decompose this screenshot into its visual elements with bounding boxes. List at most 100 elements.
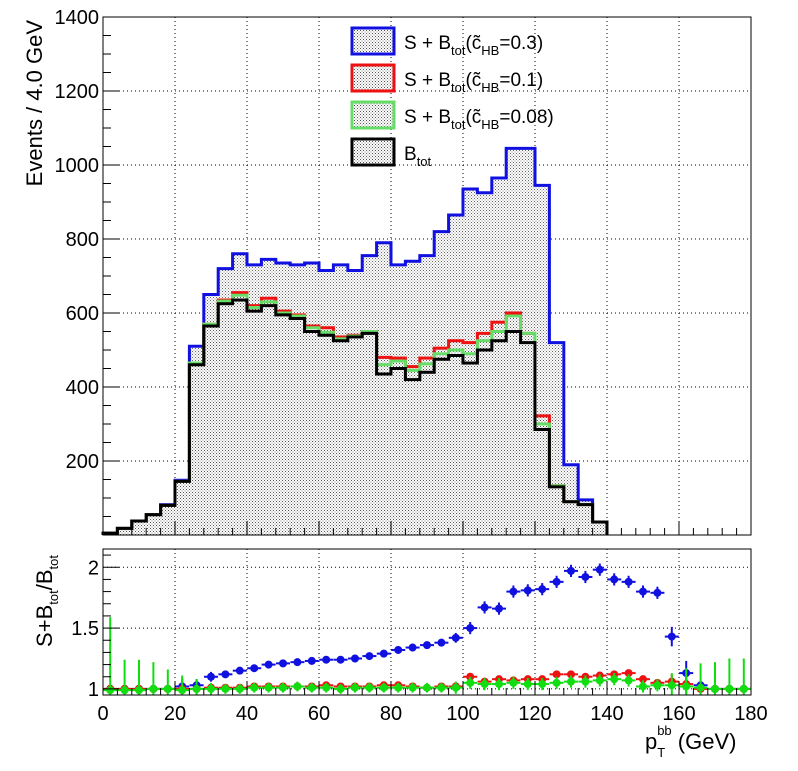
ratio-point-s008	[279, 683, 287, 692]
ratio-point-s008	[235, 684, 244, 693]
ratio-point-s03	[639, 587, 647, 596]
hist-line-btot	[101, 298, 609, 535]
legend: S + Btot(c̃HB=0.3) S + Btot(c̃HB=0.1) S + …	[350, 26, 554, 169]
ratio-point-s008	[696, 683, 705, 692]
ratio-point-s008	[106, 686, 115, 695]
ratio-point-s008	[725, 684, 734, 693]
bottom-y-axis-label: S+Btot/Btot	[32, 555, 61, 647]
bottom-x-tick-label: 120	[518, 703, 551, 725]
ratio-point-s03	[495, 604, 503, 613]
ratio-point-s008	[351, 683, 359, 692]
ratio-point-s008	[711, 684, 719, 693]
ratio-point-s008	[739, 684, 748, 693]
ratio-point-s008	[120, 686, 129, 695]
bottom-x-ticks: 0 20 40 60 80 100 120 140 160 180	[97, 681, 768, 725]
top-y-tick-label: 600	[66, 303, 99, 325]
ratio-point-s03	[423, 641, 431, 650]
legend-label-s03: S + Btot(c̃HB=0.3)	[404, 33, 543, 58]
ratio-point-s03	[394, 645, 403, 654]
ratio-point-s008	[264, 683, 273, 692]
ratio-point-s008	[567, 677, 575, 686]
ratio-point-s008	[624, 676, 633, 685]
top-y-axis-label: Events / 4.0 GeV	[22, 20, 47, 187]
ratio-point-s03	[221, 670, 230, 679]
ratio-point-s008	[293, 682, 302, 691]
ratio-point-s03	[307, 656, 316, 665]
ratio-point-s008	[495, 680, 503, 689]
ratio-point-s03	[552, 577, 561, 586]
ratio-point-s03	[322, 655, 331, 664]
ratio-point-s008	[466, 678, 475, 687]
ratio-point-s03	[581, 572, 590, 581]
ratio-point-s03	[235, 666, 244, 675]
ratio-point-s008	[336, 684, 345, 693]
bottom-x-tick-label: 140	[590, 703, 623, 725]
ratio-point-s03	[653, 588, 662, 597]
ratio-point-s008	[423, 683, 431, 692]
ratio-point-s008	[581, 677, 590, 686]
ratio-points	[103, 563, 751, 695]
ratio-point-s03	[279, 659, 287, 668]
ratio-point-s008	[610, 675, 619, 684]
ratio-point-s008	[480, 680, 489, 689]
top-y-tick-label: 800	[66, 229, 99, 251]
ratio-point-s03	[365, 652, 374, 661]
ratio-point-s03	[336, 655, 345, 664]
ratio-point-s008	[538, 680, 547, 689]
ratio-point-s008	[408, 683, 417, 692]
top-y-ticks: 200 400 600 800 1000 1200 1400	[55, 7, 119, 536]
ratio-point-s03	[523, 586, 532, 595]
top-histograms	[101, 146, 609, 535]
bottom-x-tick-label: 180	[734, 703, 767, 725]
top-y-tick-label: 1400	[55, 7, 100, 29]
ratio-point-s03	[207, 672, 215, 681]
ratio-point-s008	[653, 681, 662, 690]
ratio-point-s03	[437, 638, 446, 647]
ratio-point-s03	[595, 565, 604, 574]
bottom-y-tick-label: 1	[88, 679, 99, 701]
ratio-point-s03	[509, 587, 518, 596]
ratio-point-s008	[552, 678, 561, 687]
bottom-x-tick-label: 160	[662, 703, 695, 725]
legend-label-s008: S + Btot(c̃HB=0.08)	[404, 107, 554, 132]
legend-label-btot: Btot	[404, 144, 432, 169]
ratio-point-s01	[567, 670, 575, 679]
legend-label-s01: S + Btot(c̃HB=0.1)	[404, 70, 543, 95]
bottom-y-tick-label: 2	[88, 557, 99, 579]
ratio-point-s03	[351, 654, 359, 663]
top-y-tick-label: 400	[66, 377, 99, 399]
legend-swatch-s008	[350, 100, 396, 130]
ratio-point-s03	[379, 649, 388, 658]
ratio-point-s008	[250, 683, 259, 692]
ratio-point-s008	[221, 684, 230, 693]
ratio-point-s008	[207, 684, 215, 693]
bottom-frame	[102, 548, 752, 696]
ratio-point-s03	[538, 585, 547, 594]
ratio-point-s008	[639, 682, 647, 691]
ratio-point-s008	[509, 678, 518, 687]
ratio-point-s008	[178, 686, 187, 695]
legend-swatch-s03	[350, 26, 396, 56]
ratio-point-s008	[135, 686, 143, 695]
ratio-point-s03	[250, 664, 259, 673]
ratio-point-s008	[523, 680, 532, 689]
bottom-grid	[103, 549, 751, 695]
bottom-x-tick-label: 0	[97, 703, 108, 725]
ratio-point-s03	[466, 624, 475, 633]
ratio-point-s01	[552, 670, 561, 679]
ratio-point-s008	[379, 683, 388, 692]
ratio-point-s008	[149, 684, 158, 693]
ratio-point-s03	[451, 633, 460, 642]
ratio-point-s008	[437, 683, 446, 692]
top-y-tick-label: 1000	[55, 155, 100, 177]
ratio-point-s008	[394, 683, 403, 692]
ratio-point-s008	[307, 683, 316, 692]
bottom-x-tick-label: 40	[236, 703, 258, 725]
ratio-point-s03	[667, 632, 676, 641]
ratio-point-s008	[595, 676, 604, 685]
hist-fill-btot	[103, 300, 607, 535]
ratio-point-s008	[192, 684, 201, 693]
bottom-x-tick-label: 100	[446, 703, 479, 725]
ratio-point-s008	[682, 682, 691, 691]
